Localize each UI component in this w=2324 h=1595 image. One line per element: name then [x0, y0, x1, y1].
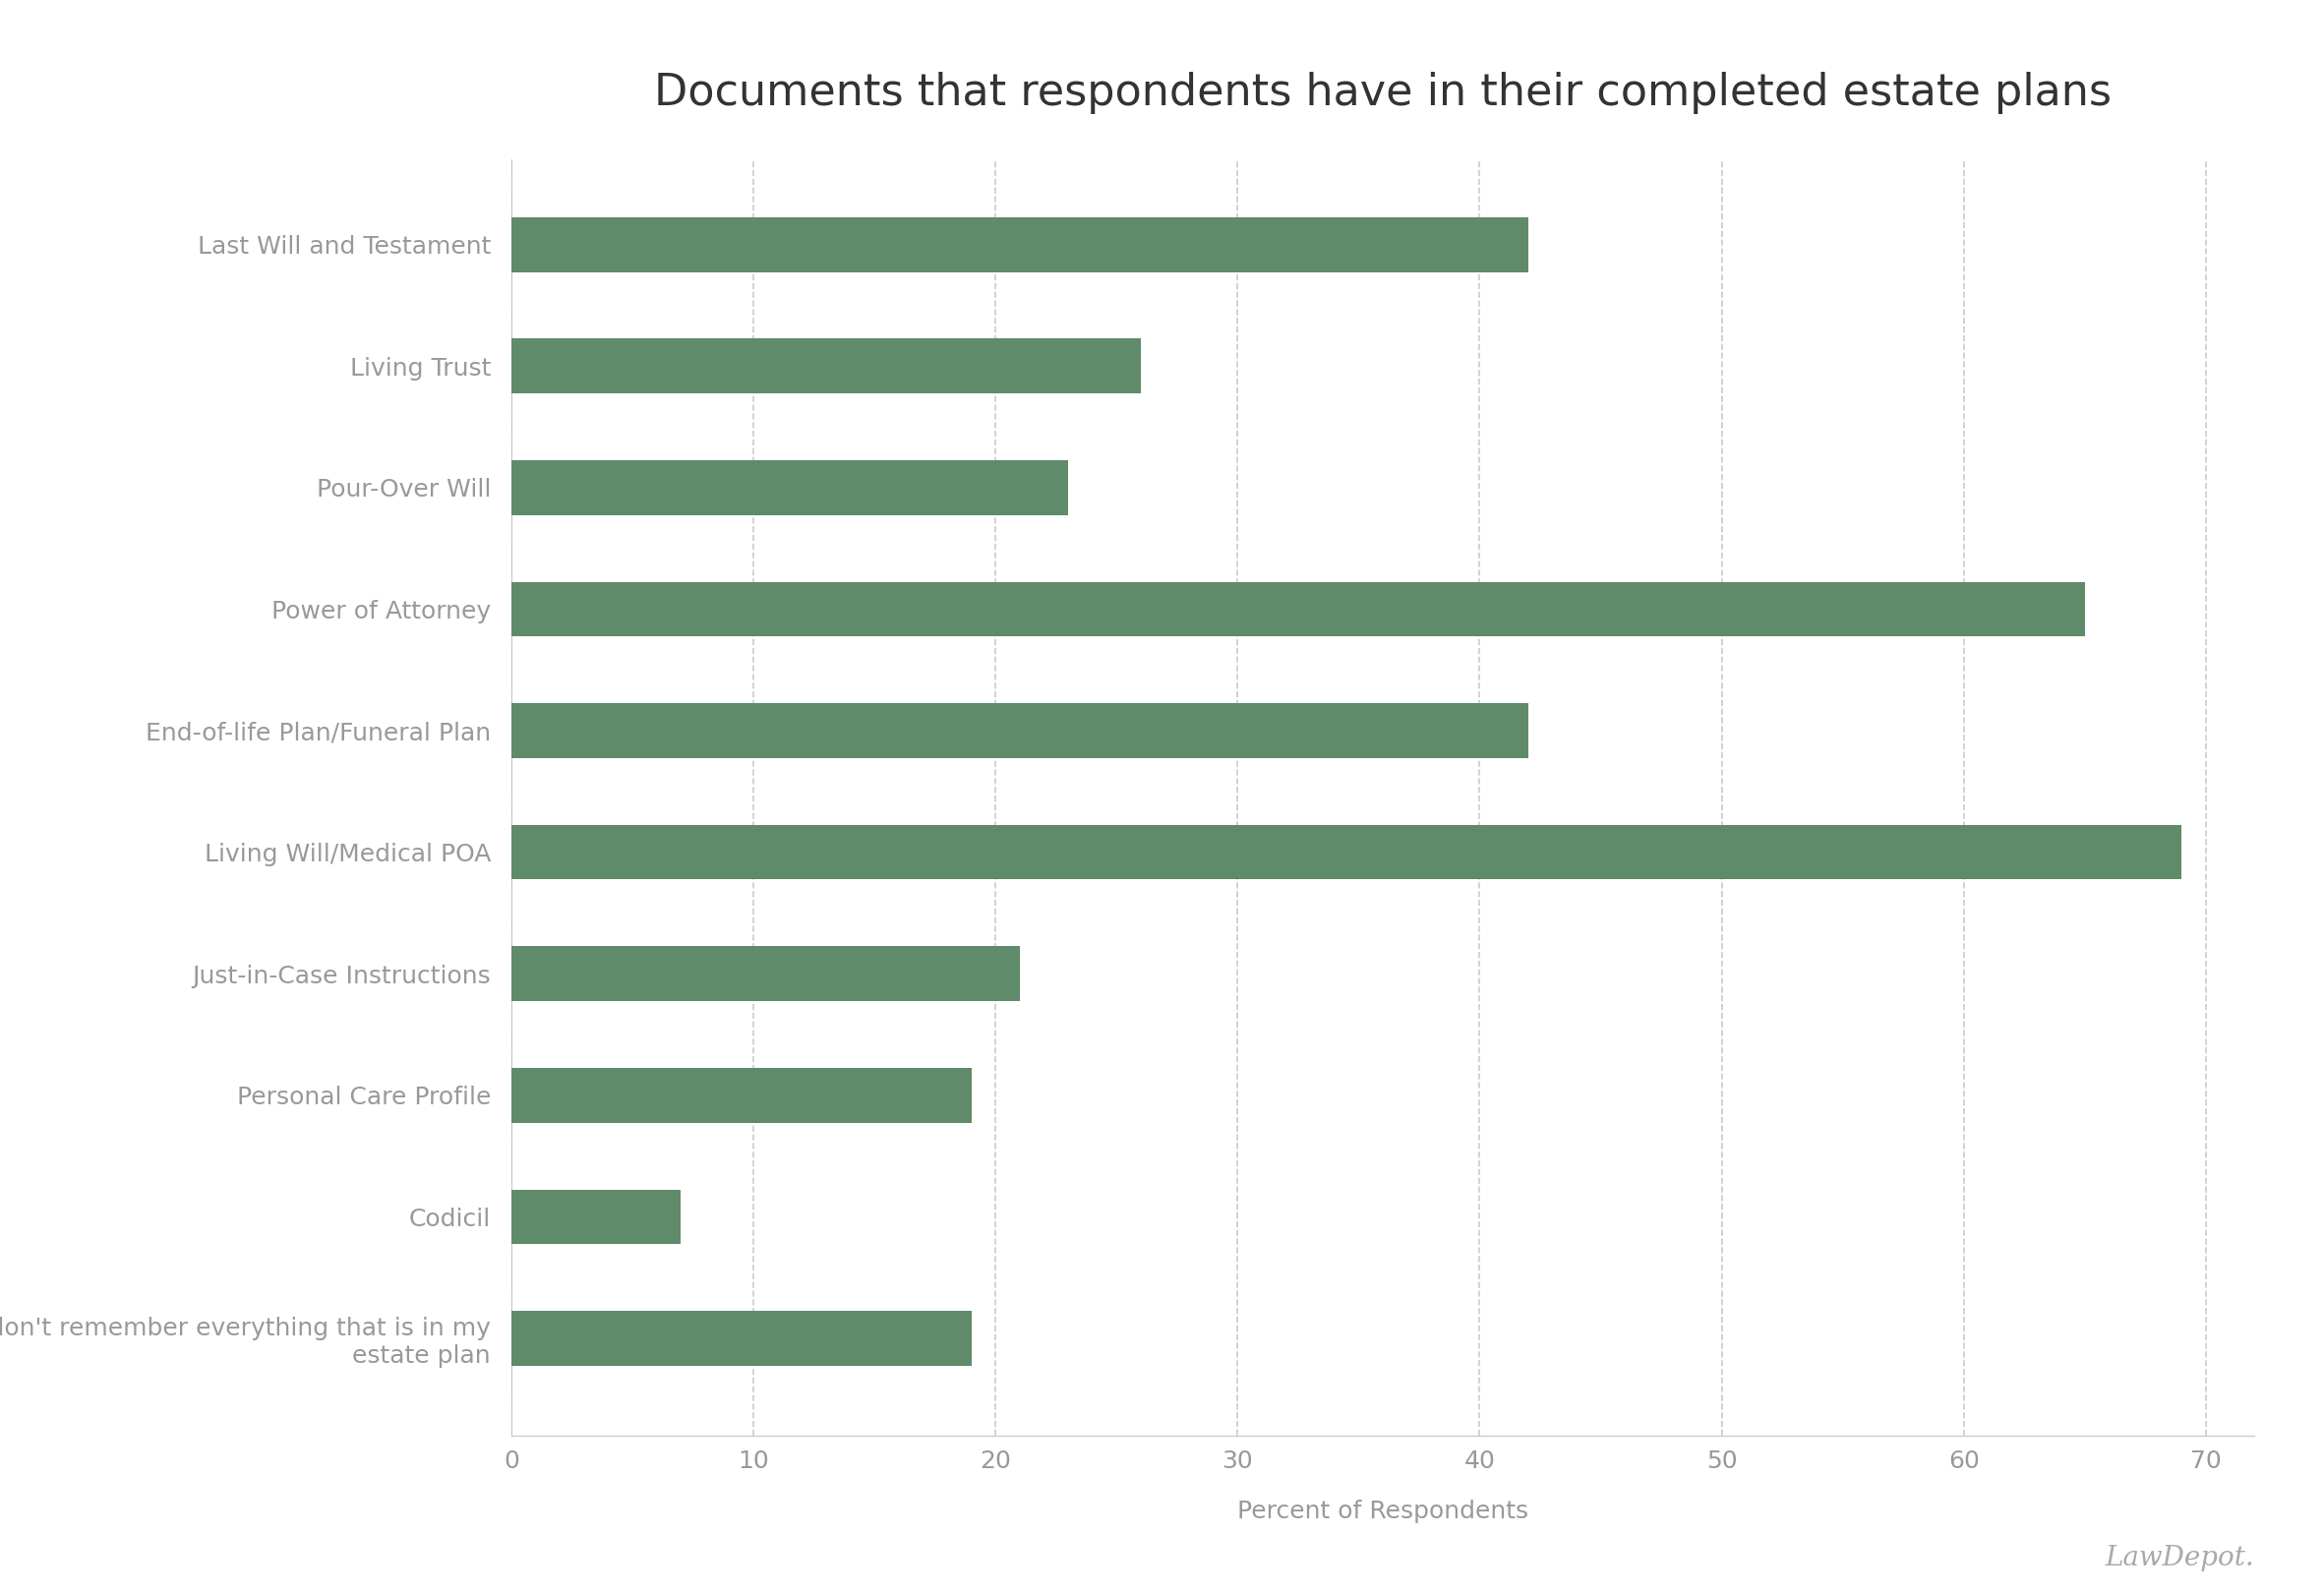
- Bar: [511, 1190, 681, 1244]
- Bar: [511, 825, 2182, 879]
- Bar: [511, 582, 2085, 636]
- Title: Documents that respondents have in their completed estate plans: Documents that respondents have in their…: [653, 72, 2113, 113]
- Bar: [511, 338, 1141, 394]
- Bar: [511, 217, 1529, 271]
- X-axis label: Percent of Respondents: Percent of Respondents: [1236, 1499, 1529, 1523]
- Bar: [511, 1069, 971, 1123]
- Bar: [511, 461, 1069, 515]
- Text: LawDepot.: LawDepot.: [2106, 1544, 2254, 1571]
- Bar: [511, 703, 1529, 758]
- Bar: [511, 946, 1020, 1002]
- Bar: [511, 1311, 971, 1365]
